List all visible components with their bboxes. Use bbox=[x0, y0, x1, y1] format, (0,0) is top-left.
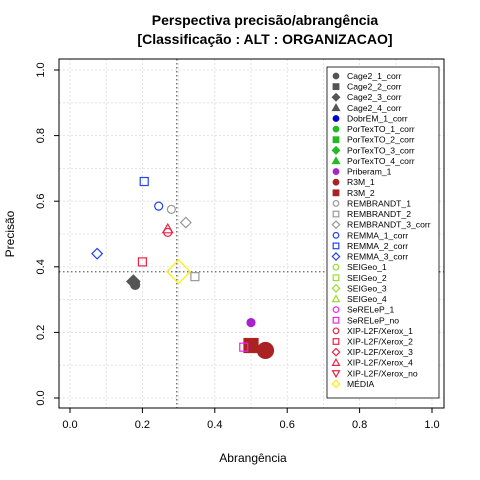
data-points bbox=[91, 176, 275, 360]
y-axis: 0.0 0.2 0.4 0.6 0.8 1.0 bbox=[35, 62, 59, 406]
legend-entry: REMMA_2_corr bbox=[347, 241, 408, 251]
legend-box bbox=[326, 66, 440, 399]
legend-entry: SeRELeP_no bbox=[347, 315, 399, 325]
legend-symbol-cage2-3-corr bbox=[331, 92, 341, 102]
legend-symbol-xip-l2f-xerox-3 bbox=[331, 347, 341, 357]
legend-entry: SEIGeo_3 bbox=[347, 283, 387, 293]
x-tick-label: 1.0 bbox=[424, 419, 439, 431]
legend-entry: SEIGeo_2 bbox=[347, 273, 387, 283]
x-axis-label: Abrangência bbox=[219, 451, 287, 465]
point-rembrandt-1 bbox=[166, 204, 176, 214]
legend-entry: PorTexTO_2_corr bbox=[347, 135, 415, 145]
point-priberam-1 bbox=[246, 317, 256, 328]
x-axis: 0.0 0.2 0.4 0.6 0.8 1.0 bbox=[62, 408, 440, 431]
point-r3m-2 bbox=[243, 337, 259, 354]
legend-symbol-remma-2-corr bbox=[332, 242, 340, 250]
x-tick-label: 0.0 bbox=[62, 419, 77, 431]
legend-entry: PorTexTO_3_corr bbox=[347, 145, 415, 155]
legend-symbol-serelep-no bbox=[332, 316, 340, 324]
y-tick-label: 0.8 bbox=[35, 128, 47, 143]
legend-entry: Priberam_1 bbox=[347, 167, 392, 177]
legend-entry: PorTexTO_1_corr bbox=[347, 124, 415, 134]
x-tick-label: 0.2 bbox=[135, 419, 150, 431]
point-cage2-3-corr bbox=[126, 274, 141, 289]
legend-entry: REMBRANDT_1 bbox=[347, 198, 411, 208]
legend-symbol-xip-l2f-xerox-no bbox=[331, 370, 341, 379]
legend-symbol-seigeo-4 bbox=[331, 294, 341, 303]
x-tick-label: 0.8 bbox=[352, 419, 367, 431]
legend-symbol-xip-l2f-xerox-2 bbox=[332, 338, 340, 345]
legend-symbol-remma-3-corr bbox=[331, 252, 341, 262]
legend-entry: REMBRANDT_2 bbox=[347, 209, 411, 219]
legend-entry: MÉDIA bbox=[347, 379, 374, 389]
legend-symbol-portexto-2-corr bbox=[332, 136, 340, 144]
legend-symbol-xip-l2f-xerox-1 bbox=[332, 327, 340, 335]
legend-symbol-portexto-4-corr bbox=[331, 156, 341, 165]
x-tick-label: 0.6 bbox=[280, 419, 295, 431]
y-tick-label: 1.0 bbox=[35, 62, 47, 77]
legend-symbol-serelep-1 bbox=[332, 306, 340, 314]
legend-entry: Cage2_4_corr bbox=[347, 103, 402, 113]
legend-symbol-rembrandt-3-corr bbox=[331, 220, 341, 230]
legend-entry: PorTexTO_4_corr bbox=[347, 156, 415, 166]
legend-symbol-remma-1-corr bbox=[332, 231, 340, 239]
legend-entry: DobrEM_1_corr bbox=[347, 113, 408, 123]
point-r3m-1 bbox=[256, 341, 275, 360]
point-remma-3-corr bbox=[91, 247, 104, 260]
x-tick-label: 0.4 bbox=[207, 419, 222, 431]
y-tick-label: 0.6 bbox=[35, 194, 47, 209]
legend-symbol-seigeo-1 bbox=[332, 263, 340, 271]
legend-entry: XIP-L2F/Xerox_3 bbox=[347, 347, 413, 357]
legend-symbol-cage2-1-corr bbox=[332, 72, 340, 80]
point-xip-l2f-xerox-2 bbox=[137, 257, 147, 267]
chart-title: Perspectiva precisão/abrangência bbox=[152, 12, 379, 28]
legend-symbol-portexto-1-corr bbox=[332, 125, 340, 133]
point-remma-2-corr bbox=[139, 176, 149, 187]
plot-frame bbox=[58, 58, 445, 409]
legend-symbol-dobrem-1-corr bbox=[332, 115, 340, 122]
y-axis-label: Precisão bbox=[3, 210, 17, 257]
legend-entry: SEIGeo_1 bbox=[347, 262, 387, 272]
point-rembrandt-3-corr bbox=[179, 216, 192, 229]
legend: Cage2_1_corrCage2_2_corrCage2_3_corrCage… bbox=[326, 66, 440, 399]
legend-symbol-cage2-2-corr bbox=[332, 83, 340, 91]
legend-symbol-seigeo-3 bbox=[331, 283, 341, 293]
point-xip-l2f-xerox-4 bbox=[161, 222, 174, 234]
legend-entry: R3M_1 bbox=[347, 177, 375, 187]
legend-entry: Cage2_3_corr bbox=[347, 92, 402, 102]
legend-symbol-xip-l2f-xerox-4 bbox=[331, 358, 341, 366]
legend-entry: Cage2_2_corr bbox=[347, 82, 402, 92]
legend-symbol-cage2-4-corr bbox=[331, 103, 341, 112]
legend-symbol-r3m-1 bbox=[332, 178, 340, 186]
legend-entry: SeRELeP_1 bbox=[347, 305, 395, 315]
legend-entry: Cage2_1_corr bbox=[347, 71, 402, 81]
legend-entry: REMBRANDT_3_corr bbox=[347, 220, 431, 230]
point-rembrandt-2 bbox=[190, 272, 200, 282]
legend-entry: REMMA_1_corr bbox=[347, 230, 408, 240]
legend-symbol-seigeo-2 bbox=[332, 274, 340, 282]
legend-symbol-rembrandt-1 bbox=[332, 200, 340, 207]
legend-entry: XIP-L2F/Xerox_no bbox=[347, 368, 418, 378]
point-remma-1-corr bbox=[154, 201, 164, 211]
legend-entry: SEIGeo_4 bbox=[347, 294, 387, 304]
legend-symbol-portexto-3-corr bbox=[331, 145, 341, 155]
y-tick-label: 0.0 bbox=[35, 390, 47, 405]
legend-entry: XIP-L2F/Xerox_2 bbox=[347, 337, 413, 347]
legend-entry: REMMA_3_corr bbox=[347, 252, 408, 262]
y-tick-label: 0.2 bbox=[35, 325, 47, 340]
legend-symbol-r3m-2 bbox=[332, 189, 340, 197]
point-serelep-no bbox=[239, 342, 249, 352]
legend-entry: XIP-L2F/Xerox_4 bbox=[347, 358, 413, 368]
point-m-dia bbox=[166, 259, 192, 285]
legend-symbol-m-dia bbox=[331, 379, 341, 389]
chart-subtitle: [Classificação : ALT : ORGANIZACAO] bbox=[137, 31, 392, 47]
y-tick-label: 0.4 bbox=[35, 259, 47, 274]
legend-entry: XIP-L2F/Xerox_1 bbox=[347, 326, 413, 336]
legend-symbol-rembrandt-2 bbox=[332, 210, 340, 218]
legend-symbol-priberam-1 bbox=[332, 168, 340, 175]
legend-entry: R3M_2 bbox=[347, 188, 375, 198]
